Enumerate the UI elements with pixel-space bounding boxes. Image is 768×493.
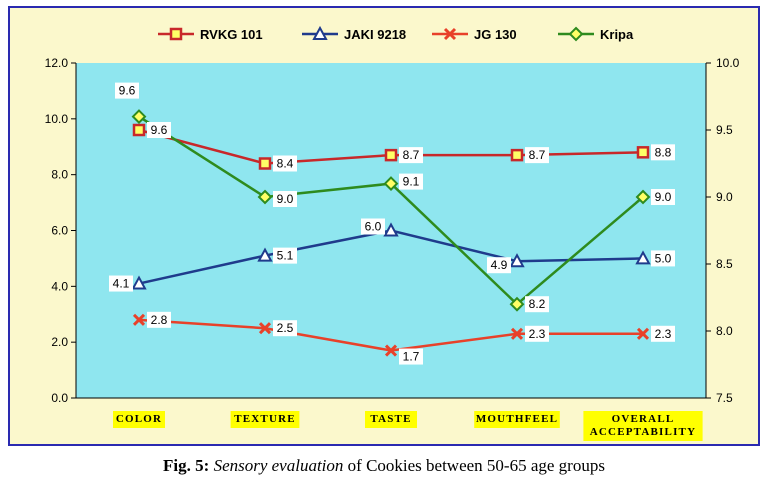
left-tick-label: 8.0 bbox=[51, 168, 68, 182]
triangle-marker bbox=[383, 222, 399, 237]
right-tick-label: 9.0 bbox=[716, 190, 733, 204]
square-marker bbox=[258, 157, 272, 170]
left-tick-label: 2.0 bbox=[51, 335, 68, 349]
data-label: 9.6 bbox=[119, 84, 136, 98]
figure-caption: Fig. 5: Sensory evaluation of Cookies be… bbox=[0, 456, 768, 476]
legend-label: JAKI 9218 bbox=[344, 27, 406, 42]
data-label-box bbox=[651, 189, 675, 205]
right-tick-label: 9.5 bbox=[716, 123, 733, 137]
data-label-box bbox=[487, 257, 511, 274]
right-tick-label: 8.5 bbox=[716, 257, 733, 271]
category-label-highlight bbox=[583, 411, 703, 441]
category-label-highlight bbox=[474, 411, 560, 428]
data-label: 5.1 bbox=[277, 249, 294, 263]
data-label: 9.0 bbox=[277, 192, 294, 206]
data-label: 8.4 bbox=[277, 157, 294, 171]
chart-frame: 0.0 2.0 4.0 6.0 8.0 10.0 12.0 7.5 8.0 8.5 9.0 9.5 10… bbox=[8, 6, 760, 446]
triangle-marker bbox=[635, 250, 651, 265]
data-label-box bbox=[399, 147, 423, 164]
legend-label: RVKG 101 bbox=[200, 27, 263, 42]
data-label-box bbox=[525, 296, 549, 313]
x-marker-stroke bbox=[384, 344, 398, 357]
x-marker-stroke bbox=[510, 327, 524, 340]
square-marker bbox=[510, 148, 524, 162]
triangle-marker bbox=[131, 275, 147, 290]
category-label-highlight bbox=[365, 411, 417, 428]
diamond-marker bbox=[131, 109, 147, 125]
square-marker bbox=[384, 148, 398, 162]
data-label: 1.7 bbox=[403, 350, 420, 364]
data-label: 2.3 bbox=[655, 327, 672, 341]
data-label-box bbox=[399, 348, 423, 365]
left-tick-label: 0.0 bbox=[51, 391, 68, 405]
data-label-box bbox=[273, 247, 297, 264]
left-tick-label: 4.0 bbox=[51, 279, 68, 293]
category-label: ACCEPTABILITY bbox=[590, 426, 696, 438]
data-label-box bbox=[109, 275, 133, 292]
data-label-box bbox=[273, 155, 297, 172]
caption-text: of Cookies between 50-65 age groups bbox=[343, 456, 605, 475]
legend-label: JG 130 bbox=[474, 27, 517, 42]
left-tick-label: 12.0 bbox=[45, 56, 69, 70]
caption-emphasis: Sensory evaluation bbox=[213, 456, 344, 475]
data-label: 9.1 bbox=[403, 175, 420, 189]
triangle-marker bbox=[509, 253, 525, 268]
diamond-marker bbox=[568, 26, 584, 42]
triangle-marker bbox=[312, 25, 328, 40]
data-label: 9.0 bbox=[655, 190, 672, 204]
data-label: 8.2 bbox=[529, 297, 546, 311]
data-label-box bbox=[651, 144, 675, 161]
category-label: TEXTURE bbox=[234, 413, 296, 425]
x-marker-stroke bbox=[258, 322, 272, 335]
data-label-box bbox=[651, 250, 675, 267]
diamond-marker bbox=[635, 189, 651, 205]
category-label-highlight bbox=[230, 411, 300, 428]
data-label-box bbox=[147, 122, 171, 138]
right-tick-label: 8.0 bbox=[716, 324, 733, 338]
data-label-box bbox=[361, 218, 385, 235]
diamond-marker bbox=[383, 176, 399, 192]
legend-label: Kripa bbox=[600, 27, 634, 42]
data-label-box bbox=[399, 173, 423, 190]
data-label-box bbox=[651, 325, 675, 342]
diamond-marker bbox=[509, 296, 525, 312]
left-tick-label: 6.0 bbox=[51, 224, 68, 238]
data-label-box bbox=[273, 191, 297, 207]
category-label: MOUTHFEEL bbox=[476, 413, 558, 425]
data-label: 6.0 bbox=[365, 220, 382, 234]
data-label: 2.8 bbox=[151, 313, 168, 327]
data-label-box bbox=[525, 147, 549, 164]
sensory-line-chart: 0.0 2.0 4.0 6.0 8.0 10.0 12.0 7.5 8.0 8.5 9.0 9.5 10… bbox=[45, 25, 740, 441]
left-tick-label: 10.0 bbox=[45, 112, 69, 126]
data-label: 8.7 bbox=[403, 148, 420, 162]
data-label: 9.6 bbox=[151, 123, 168, 137]
square-marker bbox=[132, 123, 146, 137]
square-marker bbox=[169, 27, 183, 41]
data-label: 4.1 bbox=[113, 277, 130, 291]
right-tick-label: 7.5 bbox=[716, 391, 733, 405]
category-label: COLOR bbox=[116, 413, 162, 425]
x-marker-stroke bbox=[636, 327, 650, 340]
data-label-box bbox=[147, 311, 171, 328]
data-label: 8.7 bbox=[529, 148, 546, 162]
right-tick-label: 10.0 bbox=[716, 56, 740, 70]
x-marker-stroke bbox=[132, 313, 146, 326]
caption-figure-label: Fig. 5: bbox=[163, 456, 210, 475]
category-label: OVERALL bbox=[612, 413, 675, 425]
data-label: 5.0 bbox=[655, 251, 672, 265]
data-label: 2.3 bbox=[529, 327, 546, 341]
triangle-marker bbox=[257, 247, 273, 262]
data-label: 8.8 bbox=[655, 145, 672, 159]
category-label-highlight bbox=[113, 411, 165, 428]
x-marker-stroke bbox=[443, 27, 457, 41]
data-label: 4.9 bbox=[491, 258, 508, 272]
data-label-box bbox=[273, 320, 297, 337]
category-label: TASTE bbox=[370, 413, 411, 425]
data-label-box bbox=[115, 82, 139, 99]
square-marker bbox=[636, 146, 650, 159]
data-label: 2.5 bbox=[277, 321, 294, 335]
data-label-box bbox=[525, 325, 549, 342]
diamond-marker bbox=[257, 189, 273, 205]
